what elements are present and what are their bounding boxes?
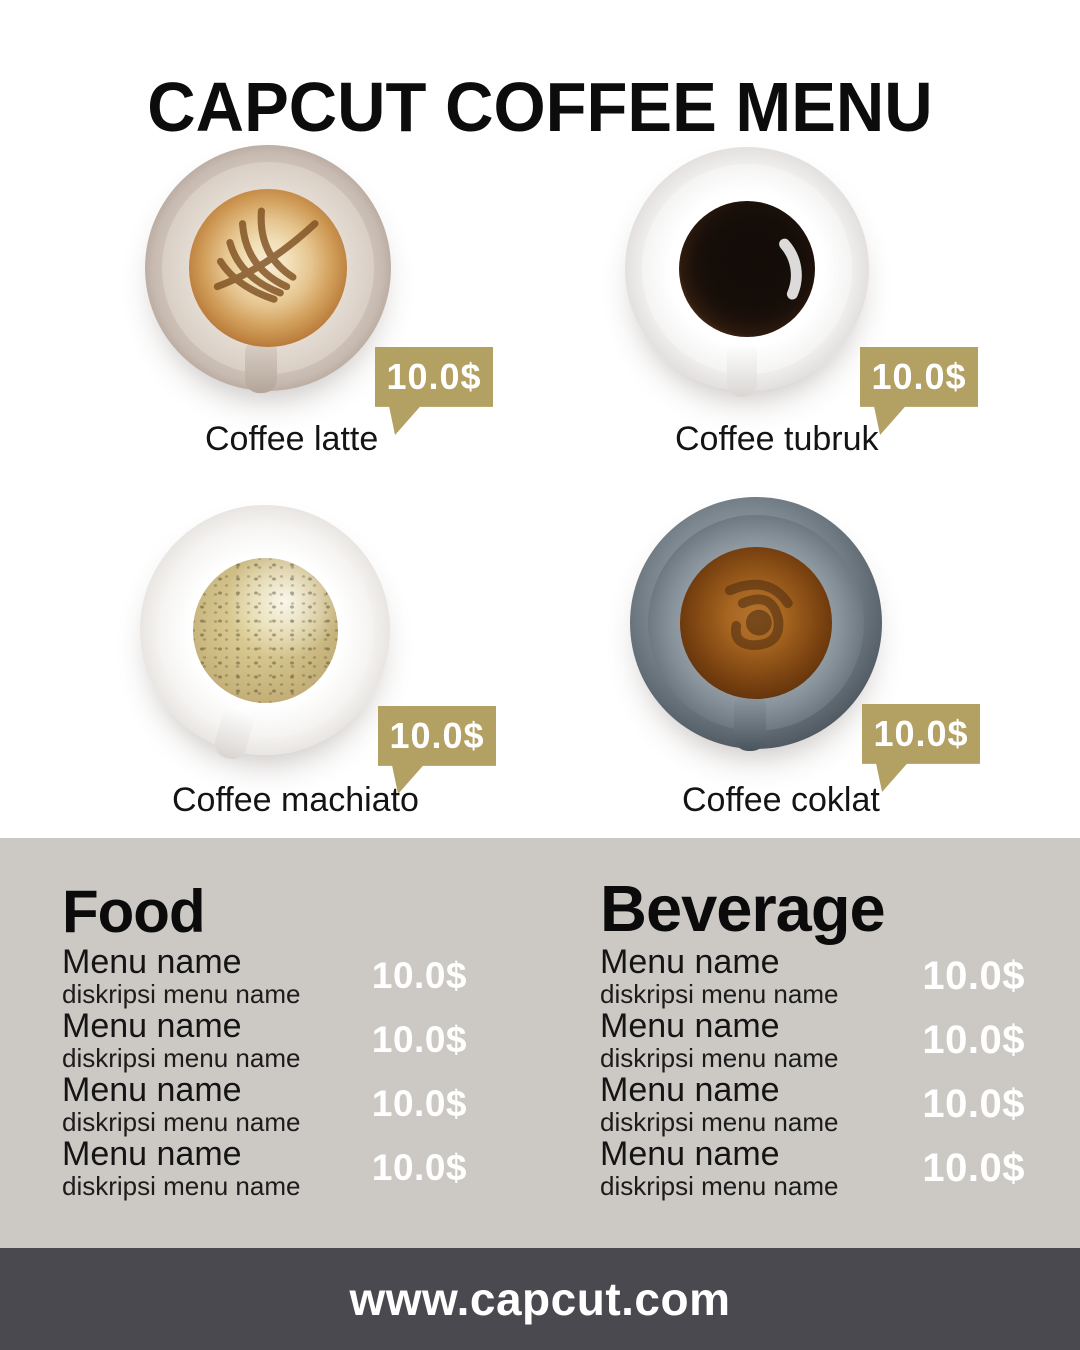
- price-label: 10.0$: [871, 356, 967, 397]
- latte-art-fern: [214, 207, 319, 304]
- food-items: Menu name diskripsi menu name 10.0$ Menu…: [62, 944, 467, 1200]
- menu-item-desc: diskripsi menu name: [62, 978, 301, 1009]
- menu-item-name: Menu name: [62, 1071, 242, 1110]
- menu-item-price: 10.0$: [922, 1017, 1025, 1062]
- cup-handle: [727, 343, 757, 397]
- menu-panel: Food Menu name diskripsi menu name 10.0$…: [0, 838, 1080, 1248]
- price-label: 10.0$: [873, 713, 969, 754]
- price-tag-badge: 10.0$: [860, 347, 978, 435]
- menu-item-desc: diskripsi menu name: [62, 1042, 301, 1073]
- menu-item-desc: diskripsi menu name: [62, 1106, 301, 1137]
- menu-item-text: Menu name diskripsi menu name: [600, 943, 839, 1009]
- menu-item-desc: diskripsi menu name: [600, 1170, 839, 1201]
- product-name: Coffee coklat: [682, 781, 880, 819]
- menu-item-price: 10.0$: [922, 953, 1025, 998]
- coffee-photo-coklat: [630, 497, 882, 751]
- menu-item-text: Menu name diskripsi menu name: [600, 1071, 839, 1137]
- menu-item-name: Menu name: [62, 1007, 242, 1046]
- product-name: Coffee machiato: [172, 781, 419, 819]
- section-heading-food: Food: [62, 878, 206, 945]
- menu-item-price: 10.0$: [371, 1147, 467, 1188]
- product-name: Coffee tubruk: [675, 420, 879, 458]
- coffee-photo-latte: [145, 145, 391, 393]
- cup-handle: [245, 343, 277, 393]
- menu-item-text: Menu name diskripsi menu name: [600, 1007, 839, 1073]
- price-label: 10.0$: [386, 356, 482, 397]
- section-heading-beverage: Beverage: [600, 872, 886, 946]
- coffee-highlight: [778, 238, 802, 300]
- menu-item-price: 10.0$: [922, 1081, 1025, 1126]
- menu-item-name: Menu name: [62, 943, 242, 982]
- menu-item-desc: diskripsi menu name: [600, 1042, 839, 1073]
- menu-item-name: Menu name: [600, 1071, 780, 1110]
- menu-item-price: 10.0$: [371, 955, 467, 996]
- menu-item-price: 10.0$: [371, 1083, 467, 1124]
- price-tag-badge: 10.0$: [375, 347, 493, 435]
- cup-handle: [734, 697, 766, 751]
- menu-item: Menu name diskripsi menu name 10.0$: [62, 1136, 467, 1200]
- menu-item-text: Menu name diskripsi menu name: [62, 1007, 301, 1073]
- menu-item: Menu name diskripsi menu name 10.0$: [62, 1072, 467, 1136]
- menu-item-price: 10.0$: [922, 1145, 1025, 1190]
- price-tag-badge: 10.0$: [862, 704, 980, 792]
- page-title: CAPCUT COFFEE MENU: [147, 68, 933, 147]
- product-name: Coffee latte: [205, 420, 379, 458]
- menu-item-name: Menu name: [62, 1135, 242, 1174]
- price-label: 10.0$: [389, 715, 485, 756]
- menu-item-desc: diskripsi menu name: [600, 978, 839, 1009]
- menu-item-price: 10.0$: [371, 1019, 467, 1060]
- menu-item: Menu name diskripsi menu name 10.0$: [62, 944, 467, 1008]
- menu-item-name: Menu name: [600, 1007, 780, 1046]
- menu-item-desc: diskripsi menu name: [62, 1170, 301, 1201]
- menu-item: Menu name diskripsi menu name 10.0$: [600, 1008, 1025, 1072]
- menu-item-text: Menu name diskripsi menu name: [62, 943, 301, 1009]
- coffee-surface: [192, 557, 338, 703]
- food-section: Food Menu name diskripsi menu name 10.0$…: [62, 868, 467, 1200]
- menu-item: Menu name diskripsi menu name 10.0$: [600, 1072, 1025, 1136]
- menu-item: Menu name diskripsi menu name 10.0$: [62, 1008, 467, 1072]
- coffee-photo-machiato: [140, 505, 390, 763]
- beverage-section: Beverage Menu name diskripsi menu name 1…: [600, 868, 1025, 1200]
- coffee-surface: [189, 189, 347, 347]
- coffee-photo-tubruk: [625, 147, 869, 397]
- foam-swirl: [725, 580, 794, 651]
- menu-item-text: Menu name diskripsi menu name: [600, 1135, 839, 1201]
- website-url: www.capcut.com: [349, 1273, 731, 1325]
- menu-item-text: Menu name diskripsi menu name: [62, 1071, 301, 1137]
- menu-item-text: Menu name diskripsi menu name: [62, 1135, 301, 1201]
- menu-item-name: Menu name: [600, 943, 780, 982]
- menu-item-name: Menu name: [600, 1135, 780, 1174]
- beverage-items: Menu name diskripsi menu name 10.0$ Menu…: [600, 944, 1025, 1200]
- footer-bar: www.capcut.com: [0, 1248, 1080, 1350]
- menu-item: Menu name diskripsi menu name 10.0$: [600, 944, 1025, 1008]
- menu-item: Menu name diskripsi menu name 10.0$: [600, 1136, 1025, 1200]
- menu-item-desc: diskripsi menu name: [600, 1106, 839, 1137]
